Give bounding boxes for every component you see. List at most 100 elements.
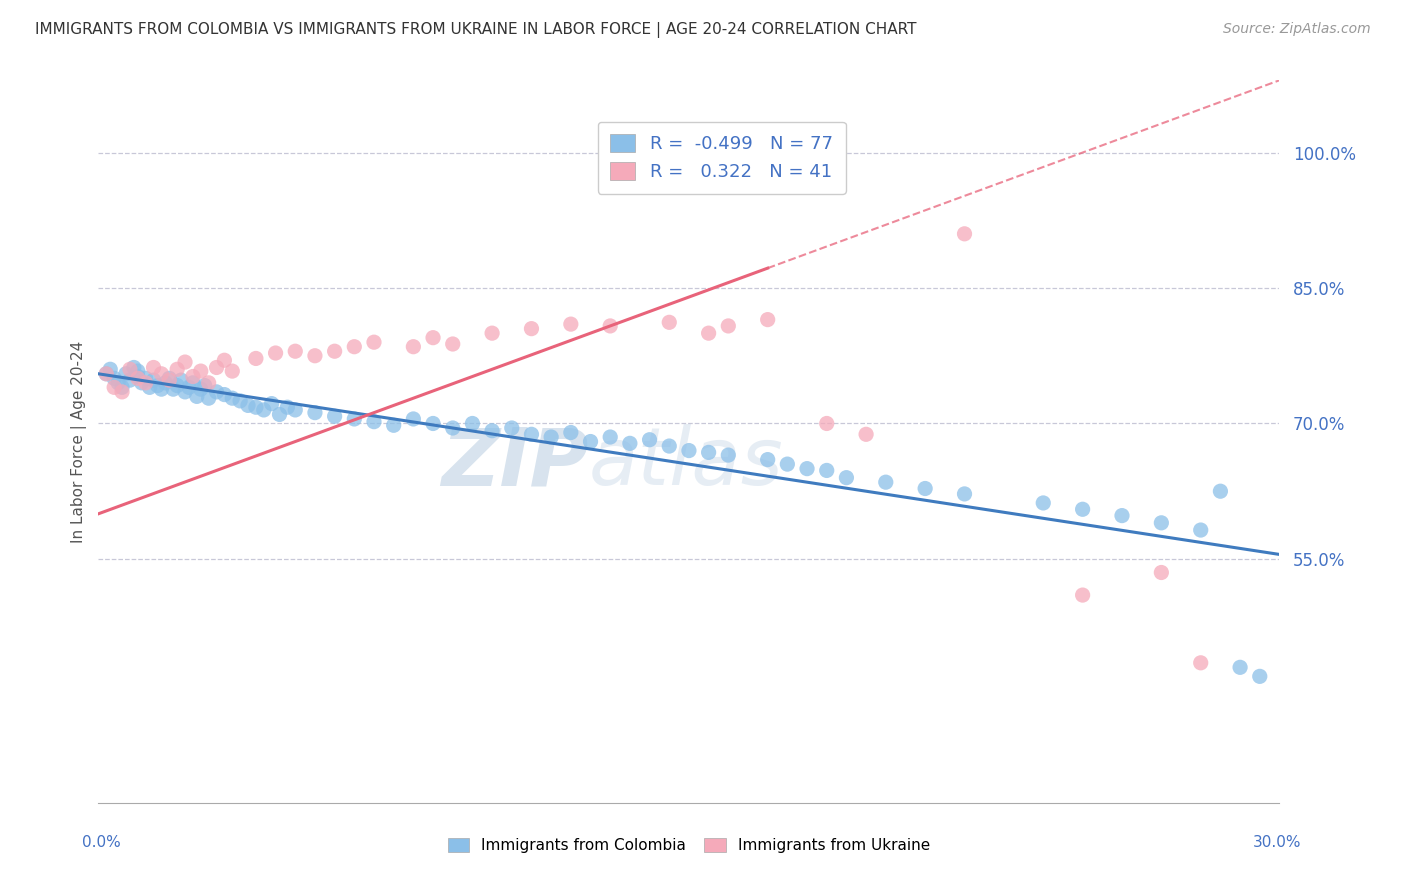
Point bbox=[253, 403, 276, 417]
Point bbox=[284, 344, 307, 359]
Point bbox=[1189, 656, 1212, 670]
Point bbox=[131, 376, 153, 390]
Point bbox=[501, 421, 523, 435]
Point bbox=[363, 415, 385, 429]
Point bbox=[214, 353, 236, 368]
Point bbox=[323, 409, 346, 424]
Point bbox=[422, 331, 444, 345]
Point bbox=[658, 439, 681, 453]
Point bbox=[520, 427, 543, 442]
Point bbox=[815, 463, 838, 477]
Point bbox=[304, 349, 326, 363]
Point bbox=[1249, 669, 1271, 683]
Point bbox=[127, 371, 149, 385]
Point bbox=[170, 373, 193, 387]
Point bbox=[166, 378, 188, 392]
Point bbox=[343, 412, 366, 426]
Point bbox=[111, 384, 134, 399]
Point bbox=[323, 344, 346, 359]
Point bbox=[181, 376, 204, 390]
Point bbox=[402, 340, 425, 354]
Point bbox=[914, 482, 936, 496]
Text: ZIP: ZIP bbox=[441, 425, 589, 502]
Point bbox=[579, 434, 602, 449]
Point bbox=[481, 326, 503, 341]
Point bbox=[1150, 566, 1173, 580]
Point bbox=[540, 430, 562, 444]
Point bbox=[98, 362, 121, 376]
Point bbox=[560, 317, 582, 331]
Point bbox=[197, 391, 219, 405]
Point bbox=[135, 376, 157, 390]
Y-axis label: In Labor Force | Age 20-24: In Labor Force | Age 20-24 bbox=[72, 341, 87, 542]
Point bbox=[177, 380, 200, 394]
Point bbox=[245, 401, 267, 415]
Point bbox=[260, 396, 283, 410]
Point bbox=[1189, 523, 1212, 537]
Point bbox=[194, 378, 217, 392]
Point bbox=[815, 417, 838, 431]
Point bbox=[174, 384, 197, 399]
Point bbox=[122, 360, 145, 375]
Point bbox=[142, 373, 165, 387]
Point bbox=[363, 335, 385, 350]
Point bbox=[441, 337, 464, 351]
Point bbox=[599, 318, 621, 333]
Point bbox=[150, 367, 173, 381]
Point bbox=[953, 227, 976, 241]
Point bbox=[1071, 588, 1094, 602]
Point bbox=[174, 355, 197, 369]
Point bbox=[221, 364, 243, 378]
Point bbox=[118, 373, 141, 387]
Point bbox=[245, 351, 267, 366]
Point bbox=[264, 346, 287, 360]
Point bbox=[343, 340, 366, 354]
Point bbox=[284, 403, 307, 417]
Point bbox=[756, 452, 779, 467]
Point bbox=[560, 425, 582, 440]
Point bbox=[304, 406, 326, 420]
Point bbox=[138, 380, 160, 394]
Point bbox=[1229, 660, 1251, 674]
Point bbox=[197, 376, 219, 390]
Point bbox=[115, 367, 138, 381]
Point bbox=[229, 393, 252, 408]
Point bbox=[127, 369, 149, 384]
Point bbox=[717, 318, 740, 333]
Point bbox=[1150, 516, 1173, 530]
Point bbox=[461, 417, 484, 431]
Point bbox=[135, 371, 157, 385]
Point bbox=[127, 364, 149, 378]
Point bbox=[776, 457, 799, 471]
Point bbox=[520, 321, 543, 335]
Point bbox=[875, 475, 897, 490]
Point bbox=[717, 448, 740, 462]
Point bbox=[269, 408, 291, 422]
Point bbox=[658, 315, 681, 329]
Point bbox=[96, 367, 118, 381]
Point bbox=[190, 382, 212, 396]
Point bbox=[678, 443, 700, 458]
Point bbox=[756, 312, 779, 326]
Text: atlas: atlas bbox=[589, 425, 783, 502]
Point bbox=[422, 417, 444, 431]
Point bbox=[103, 380, 125, 394]
Point bbox=[1032, 496, 1054, 510]
Point bbox=[205, 384, 228, 399]
Text: 0.0%: 0.0% bbox=[82, 836, 121, 850]
Point bbox=[481, 424, 503, 438]
Point bbox=[166, 362, 188, 376]
Point bbox=[96, 367, 118, 381]
Legend: Immigrants from Colombia, Immigrants from Ukraine: Immigrants from Colombia, Immigrants fro… bbox=[441, 832, 936, 859]
Point bbox=[118, 362, 141, 376]
Point bbox=[221, 391, 243, 405]
Point bbox=[146, 378, 169, 392]
Point bbox=[1111, 508, 1133, 523]
Point bbox=[382, 418, 405, 433]
Point bbox=[276, 401, 298, 415]
Point bbox=[157, 373, 180, 387]
Text: 30.0%: 30.0% bbox=[1253, 836, 1301, 850]
Point bbox=[835, 471, 858, 485]
Point bbox=[181, 369, 204, 384]
Point bbox=[190, 364, 212, 378]
